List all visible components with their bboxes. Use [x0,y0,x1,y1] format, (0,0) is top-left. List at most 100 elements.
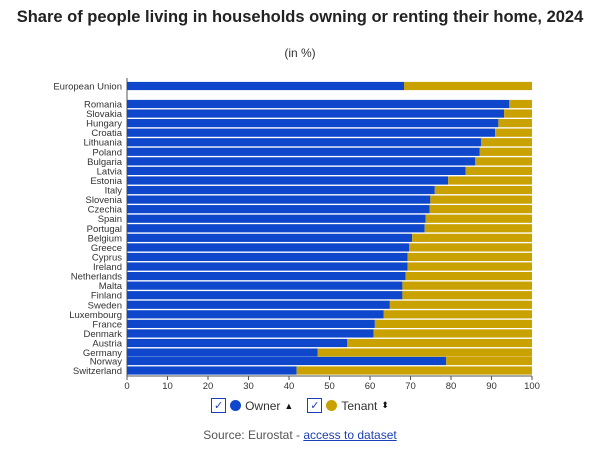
bar-owner[interactable] [127,128,496,137]
category-label: Estonia [90,176,122,187]
bar-owner[interactable] [127,157,476,166]
category-label: Denmark [83,329,122,340]
bar-tenant[interactable] [374,319,532,328]
bar-tenant[interactable] [424,224,532,233]
bar-owner[interactable] [127,224,425,233]
bar-owner[interactable] [127,99,510,109]
bar-tenant[interactable] [402,291,532,300]
bar-owner[interactable] [127,243,410,252]
bar-owner[interactable] [127,166,466,176]
bar-owner[interactable] [127,262,408,271]
bar-tenant[interactable] [317,348,532,357]
owner-dot-icon [230,400,242,411]
bar-owner[interactable] [127,329,374,338]
bar-owner[interactable] [127,81,405,91]
category-label: Austria [92,339,122,350]
bar-tenant[interactable] [347,338,532,348]
bar-owner[interactable] [127,205,430,214]
bar-tenant[interactable] [504,109,532,118]
bar-tenant[interactable] [425,214,532,223]
bar-owner[interactable] [127,281,403,290]
category-label: Slovakia [86,109,123,120]
checkbox-icon[interactable]: ✓ [211,398,227,413]
category-label: Malta [99,281,123,292]
bar-owner[interactable] [127,271,406,281]
bar-owner[interactable] [127,366,297,375]
bar-tenant[interactable] [296,366,532,375]
dataset-link[interactable]: access to dataset [303,428,397,442]
bar-owner[interactable] [127,109,505,118]
category-label: Germany [83,348,122,359]
category-label: Bulgaria [87,157,123,168]
bar-tenant[interactable] [475,157,532,166]
category-label: Netherlands [71,272,122,283]
bar-tenant[interactable] [402,281,532,290]
bar-tenant[interactable] [498,119,532,128]
bar-tenant[interactable] [495,128,532,137]
bar-tenant[interactable] [429,205,532,214]
bar-owner[interactable] [127,233,413,242]
bar-tenant[interactable] [407,252,532,262]
bar-tenant[interactable] [389,300,532,309]
category-label: Poland [92,147,122,158]
legend-label-owner: Owner [245,398,281,413]
bar-tenant[interactable] [448,176,532,185]
tenant-dot-icon [326,400,338,411]
bar-tenant[interactable] [434,185,532,195]
category-label: Romania [84,100,123,111]
bar-owner[interactable] [127,291,403,300]
bar-owner[interactable] [127,338,348,348]
category-label: Czechia [88,205,123,216]
bar-tenant[interactable] [409,243,532,252]
x-tick-label: 30 [243,381,254,392]
bar-owner[interactable] [127,185,435,195]
bar-owner[interactable] [127,300,390,309]
bar-tenant[interactable] [383,310,532,319]
bar-tenant[interactable] [465,166,532,176]
sort-both-icon[interactable]: ⬍ [381,400,389,410]
legend-item-tenant[interactable]: ✓ Tenant ⬍ [307,398,389,413]
bar-owner[interactable] [127,195,431,204]
x-tick-label: 90 [486,381,497,392]
bar-owner[interactable] [127,147,480,156]
bar-tenant[interactable] [412,233,532,242]
sort-up-icon[interactable]: ▲ [284,400,294,411]
bar-owner[interactable] [127,348,318,357]
x-tick-label: 20 [203,381,214,392]
bar-tenant[interactable] [407,262,532,271]
category-label: Portugal [87,224,122,235]
category-label: France [92,319,122,330]
legend-label-tenant: Tenant [341,398,378,413]
bar-tenant[interactable] [479,147,532,156]
bar-owner[interactable] [127,310,384,319]
source-text: Source: Eurostat - [203,428,304,442]
bar-owner[interactable] [127,319,375,328]
category-label: Sweden [88,300,122,311]
bar-tenant[interactable] [509,99,532,109]
x-tick-label: 60 [365,381,376,392]
x-tick-label: 70 [405,381,416,392]
bar-owner[interactable] [127,214,426,223]
bar-tenant[interactable] [430,195,532,204]
bar-tenant[interactable] [404,81,532,91]
bar-tenant[interactable] [373,329,532,338]
bar-owner[interactable] [127,252,408,262]
bar-tenant[interactable] [446,356,532,366]
bar-tenant[interactable] [405,271,532,281]
category-label: Hungary [86,119,122,130]
bar-tenant[interactable] [480,138,532,147]
chart-title: Share of people living in households own… [16,8,584,26]
category-label: Lithuania [83,138,122,149]
checkbox-icon[interactable]: ✓ [307,398,323,413]
bar-owner[interactable] [127,176,449,185]
bar-owner[interactable] [127,356,447,366]
x-tick-label: 80 [446,381,457,392]
bar-owner[interactable] [127,138,481,147]
legend-item-owner[interactable]: ✓ Owner ▲ [211,398,293,413]
bar-owner[interactable] [127,119,499,128]
x-tick-label: 10 [162,381,173,392]
x-tick-label: 40 [284,381,295,392]
category-label: Latvia [97,166,123,177]
